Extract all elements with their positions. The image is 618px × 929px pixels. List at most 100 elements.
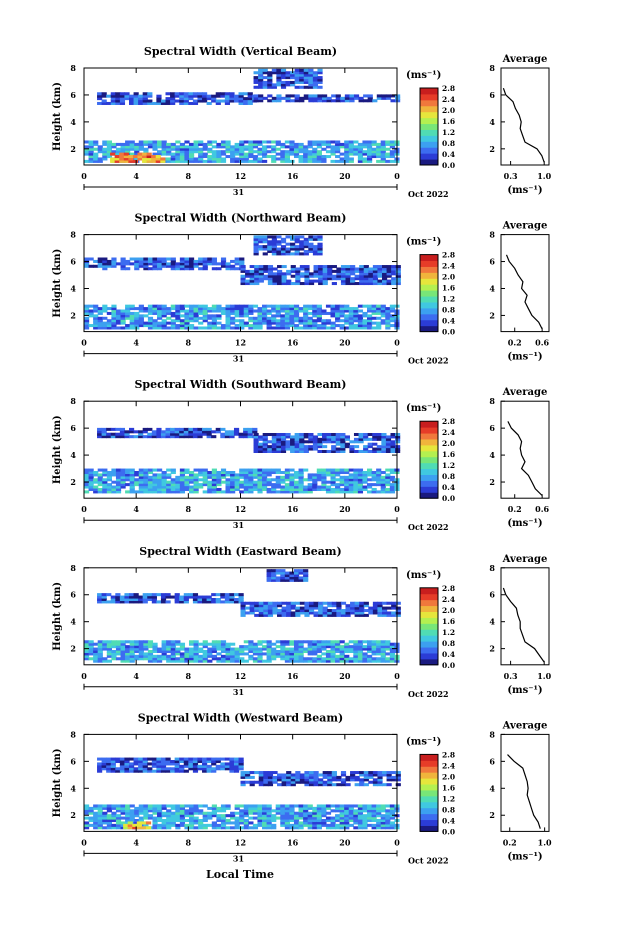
heatmap-cell bbox=[357, 485, 364, 489]
heatmap-cell bbox=[277, 778, 283, 782]
heatmap-cell bbox=[225, 473, 231, 477]
heatmap-cell bbox=[339, 809, 345, 813]
heatmap-cell bbox=[207, 490, 213, 494]
heatmap-cell bbox=[175, 159, 181, 163]
heatmap-cell bbox=[142, 99, 148, 103]
heatmap-cell bbox=[127, 821, 133, 825]
heatmap-cell bbox=[308, 437, 314, 441]
heatmap-cell bbox=[151, 435, 157, 439]
heatmap-cell bbox=[354, 771, 360, 775]
heatmap-cell bbox=[245, 780, 251, 784]
heatmap-cell bbox=[239, 811, 245, 815]
heatmap-cell bbox=[389, 649, 395, 654]
heatmap-cell bbox=[304, 783, 310, 787]
heatmap-cell bbox=[258, 265, 264, 269]
heatmap-cell bbox=[348, 480, 354, 484]
heatmap-cell bbox=[357, 157, 364, 161]
heatmap-cell bbox=[308, 235, 314, 239]
heatmap-cell bbox=[248, 316, 254, 320]
heatmap-cell bbox=[197, 99, 203, 103]
heatmap-cell bbox=[152, 483, 158, 487]
heatmap-cell bbox=[184, 321, 190, 325]
heatmap-cell bbox=[124, 767, 130, 771]
heatmap-cell bbox=[175, 267, 181, 271]
heatmap-cell bbox=[298, 657, 304, 661]
heatmap-cell bbox=[124, 94, 130, 98]
heatmap-cell bbox=[119, 94, 126, 98]
heatmap-cell bbox=[147, 262, 154, 266]
heatmap-cell bbox=[225, 649, 231, 654]
heatmap-cell bbox=[350, 272, 356, 276]
heatmap-cell bbox=[134, 142, 140, 146]
heatmap-cell bbox=[344, 142, 350, 146]
heatmap-cell bbox=[175, 814, 181, 818]
heatmap-cell bbox=[316, 487, 322, 491]
heatmap-cell bbox=[357, 823, 364, 827]
heatmap-cell bbox=[179, 485, 186, 489]
colorbar-tick-label: 2.8 bbox=[442, 750, 455, 759]
heatmap-cell bbox=[165, 769, 171, 773]
heatmap-cell bbox=[331, 778, 337, 782]
heatmap-cell bbox=[174, 767, 180, 771]
colorbar-swatch bbox=[420, 319, 438, 327]
heatmap-cell bbox=[110, 769, 116, 773]
heatmap-cell bbox=[267, 83, 273, 87]
heatmap-cell bbox=[345, 282, 351, 286]
colorbar-swatch bbox=[420, 819, 438, 826]
heatmap-cell bbox=[216, 645, 222, 649]
heatmap-cell bbox=[202, 640, 208, 644]
y-tick-label: 6 bbox=[70, 257, 76, 267]
heatmap-cell bbox=[280, 640, 286, 644]
heatmap-cell bbox=[367, 145, 373, 149]
heatmap-cell bbox=[115, 152, 122, 156]
heatmap-cell bbox=[267, 432, 273, 437]
heatmap-cell bbox=[321, 480, 327, 484]
heatmap-cell bbox=[211, 435, 217, 439]
heatmap-cell bbox=[93, 659, 99, 663]
heatmap-cell bbox=[243, 473, 249, 477]
heatmap-cell bbox=[325, 652, 332, 656]
heatmap-cell bbox=[138, 145, 144, 149]
heatmap-cell bbox=[308, 432, 314, 437]
heatmap-cell bbox=[280, 76, 287, 80]
heatmap-cell bbox=[284, 819, 291, 823]
heatmap-cell bbox=[303, 304, 309, 308]
heatmap-cell bbox=[290, 76, 296, 80]
heatmap-cell bbox=[243, 470, 249, 475]
y-tick-label: 6 bbox=[70, 590, 76, 600]
heatmap-cell bbox=[266, 150, 272, 154]
y-tick-label: 4 bbox=[70, 783, 76, 793]
heatmap-cell bbox=[385, 147, 391, 151]
heatmap-cell bbox=[106, 147, 112, 151]
heatmap-cell bbox=[184, 478, 190, 482]
heatmap-cell bbox=[84, 811, 90, 815]
heatmap-cell bbox=[134, 645, 140, 649]
heatmap-cell bbox=[197, 92, 203, 96]
heatmap-cell bbox=[348, 321, 354, 325]
heatmap-cell bbox=[280, 652, 286, 656]
heatmap-cell bbox=[377, 773, 383, 777]
heatmap-cell bbox=[119, 430, 126, 434]
heatmap-cell bbox=[175, 155, 181, 159]
heatmap-cell bbox=[233, 764, 240, 768]
heatmap-cell bbox=[179, 657, 186, 661]
heatmap-cell bbox=[353, 309, 359, 313]
heatmap-cell bbox=[371, 811, 377, 815]
heatmap-cell bbox=[257, 326, 263, 330]
heatmap-cell bbox=[349, 449, 355, 453]
heatmap-cell bbox=[161, 483, 167, 487]
heatmap-cell bbox=[240, 279, 246, 283]
heatmap-cell bbox=[357, 468, 364, 472]
heatmap-cell bbox=[340, 773, 347, 777]
heatmap-cell bbox=[211, 823, 217, 827]
heatmap-cell bbox=[197, 430, 203, 434]
heatmap-cell bbox=[385, 473, 391, 477]
heatmap-cell bbox=[299, 445, 305, 449]
x-tick-label: 8 bbox=[186, 338, 192, 348]
heatmap-cell bbox=[152, 140, 158, 144]
colorbar-tick-label: 0.4 bbox=[442, 150, 455, 159]
heatmap-cell bbox=[184, 814, 190, 818]
heatmap-cell bbox=[307, 321, 313, 325]
heatmap-cell bbox=[106, 152, 112, 156]
heatmap-cell bbox=[216, 652, 222, 656]
